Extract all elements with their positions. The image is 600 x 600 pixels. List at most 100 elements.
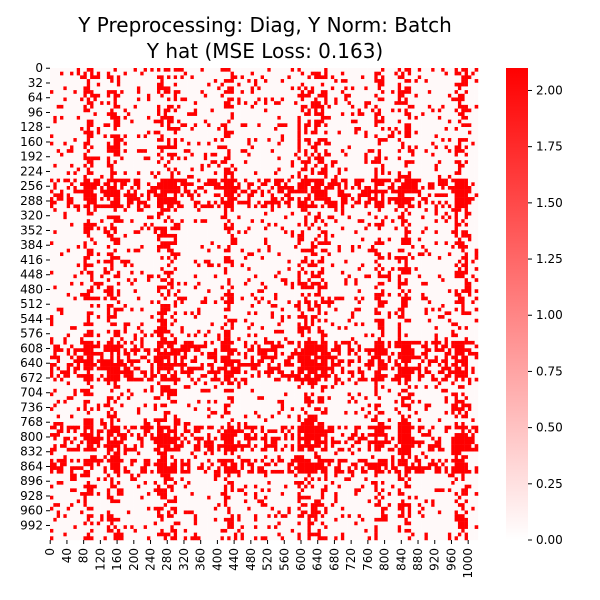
heatmap-cell	[116, 115, 121, 120]
heatmap-cell	[457, 90, 462, 95]
heatmap-cell	[73, 127, 77, 131]
heatmap-cell	[357, 193, 362, 198]
heatmap-cell	[274, 130, 278, 135]
heatmap-cell	[300, 163, 305, 168]
heatmap-cell	[257, 97, 261, 102]
heatmap-cell	[324, 189, 328, 194]
heatmap-cell	[274, 93, 278, 98]
heatmap-cell	[314, 156, 318, 161]
heatmap-cell	[250, 160, 255, 165]
heatmap-cell	[391, 163, 395, 168]
heatmap-cell	[116, 189, 121, 194]
heatmap-cell	[431, 90, 435, 95]
heatmap-cell	[153, 119, 158, 124]
heatmap-cell	[314, 75, 318, 80]
heatmap-cell	[150, 145, 154, 150]
heatmap-cell	[354, 90, 358, 95]
heatmap-cell	[257, 127, 261, 131]
heatmap-cell	[354, 163, 358, 168]
heatmap-cell	[454, 119, 459, 124]
heatmap-cell	[424, 75, 429, 80]
heatmap-cell	[60, 204, 64, 209]
heatmap-cell	[364, 123, 368, 128]
heatmap-cell	[287, 186, 291, 190]
heatmap-cell	[374, 208, 378, 213]
heatmap-cell	[397, 182, 402, 187]
heatmap-cell	[431, 167, 435, 172]
heatmap-cell	[160, 171, 164, 176]
heatmap-cell	[223, 130, 228, 135]
heatmap-cell	[237, 197, 241, 201]
heatmap-cell	[277, 108, 281, 113]
heatmap-cell	[123, 145, 128, 150]
heatmap-cell	[70, 208, 74, 213]
heatmap-cell	[233, 141, 238, 146]
heatmap-cell	[170, 97, 174, 102]
heatmap-cell	[243, 160, 248, 165]
heatmap-cell	[340, 141, 345, 146]
heatmap-cell	[100, 182, 104, 187]
heatmap-cell	[103, 163, 108, 168]
heatmap-cell	[183, 204, 188, 209]
heatmap-cell	[93, 127, 98, 131]
heatmap-cell	[50, 101, 54, 106]
heatmap-cell	[190, 156, 195, 161]
heatmap-cell	[277, 160, 281, 165]
heatmap-cell	[106, 204, 111, 209]
heatmap-cell	[73, 138, 77, 142]
heatmap-cell	[197, 119, 201, 124]
heatmap-cell	[284, 174, 288, 179]
heatmap-cell	[66, 167, 71, 172]
heatmap-cell	[324, 134, 328, 139]
heatmap-cell	[153, 178, 158, 183]
heatmap-cell	[277, 163, 281, 168]
heatmap-cell	[284, 138, 288, 142]
heatmap-cell	[407, 119, 412, 124]
heatmap-cell	[160, 86, 164, 91]
heatmap-cell	[464, 97, 469, 102]
heatmap-cell	[340, 186, 345, 190]
heatmap-cell	[213, 141, 218, 146]
heatmap-cell	[220, 123, 225, 128]
heatmap-cell	[464, 141, 469, 146]
heatmap-cell	[110, 108, 114, 113]
heatmap-cell	[411, 127, 415, 131]
heatmap-cell	[471, 200, 475, 205]
heatmap-cell	[126, 208, 131, 213]
heatmap-cell	[264, 152, 268, 157]
heatmap-cell	[190, 138, 195, 142]
heatmap-cell	[207, 112, 211, 117]
heatmap-cell	[173, 115, 178, 120]
heatmap-cell	[253, 79, 258, 83]
heatmap-cell	[340, 138, 345, 142]
heatmap-cell	[267, 186, 271, 190]
heatmap-cell	[401, 79, 405, 83]
heatmap-cell	[227, 68, 231, 72]
heatmap-cell	[126, 197, 131, 201]
heatmap-cell	[284, 208, 288, 213]
heatmap-cell	[227, 75, 231, 80]
heatmap-cell	[230, 115, 235, 120]
heatmap-cell	[314, 130, 318, 135]
heatmap-cell	[260, 104, 265, 109]
heatmap-cell	[350, 123, 355, 128]
heatmap-cell	[240, 115, 245, 120]
heatmap-cell	[183, 189, 188, 194]
heatmap-cell	[80, 152, 84, 157]
heatmap-cell	[180, 182, 184, 187]
heatmap-cell	[50, 127, 54, 131]
heatmap-cell	[207, 197, 211, 201]
heatmap-cell	[374, 141, 378, 146]
heatmap-cell	[103, 197, 108, 201]
heatmap-cell	[220, 115, 225, 120]
heatmap-cell	[167, 156, 171, 161]
chart-title-line2: Y hat (MSE Loss: 0.163)	[146, 39, 383, 63]
heatmap-cell	[424, 112, 429, 117]
heatmap-cell	[73, 104, 77, 109]
heatmap-cell	[130, 167, 134, 172]
heatmap-cell	[434, 208, 439, 213]
heatmap-cell	[173, 193, 178, 198]
heatmap-cell	[304, 71, 308, 76]
heatmap-cell	[126, 108, 131, 113]
heatmap-cell	[327, 86, 332, 91]
